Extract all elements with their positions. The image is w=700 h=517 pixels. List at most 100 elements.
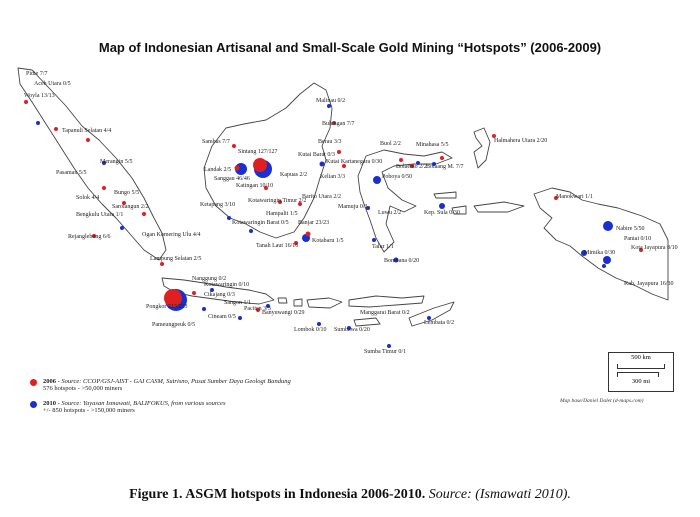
- hotspot-2010: [603, 221, 613, 231]
- bali-coast: [277, 297, 288, 304]
- hotspot-2006: [639, 248, 643, 252]
- seram-coast: [473, 201, 525, 213]
- place-label: Manokwari 1/1: [556, 194, 593, 200]
- scale-bar-mi: [617, 372, 659, 377]
- place-label: Mamuju 0/3: [338, 204, 368, 210]
- hotspot-2006: [554, 196, 558, 200]
- place-label: Manggarai Barat 0/2: [360, 310, 410, 316]
- place-label: Rejanglebong 6/6: [68, 234, 111, 240]
- place-label: Kab. Jayapura 16/30: [624, 281, 674, 287]
- place-label: Banyuwangi 0/29: [262, 310, 305, 316]
- place-label: Lombok 0/10: [294, 327, 327, 333]
- lombok-coast: [293, 298, 303, 307]
- legend-entry-2006: 2006 - Source: CCOP/GSJ-AIST - GAI CASM,…: [30, 378, 330, 392]
- place-label: Aceh Utara 0/5: [34, 81, 71, 87]
- hotspot-2006: [102, 186, 106, 190]
- map-title: Map of Indonesian Artisanal and Small-Sc…: [98, 40, 602, 55]
- hotspot-2006: [192, 291, 196, 295]
- hotspot-2010: [581, 250, 587, 256]
- place-label: Sarolangun 2/2: [112, 204, 149, 210]
- scale-km: 500 km: [631, 354, 651, 361]
- place-label: Kutai Barat 0/3: [298, 152, 335, 158]
- sumba-coast: [353, 317, 381, 327]
- place-label: Kotawaringin 0/10: [204, 282, 249, 288]
- hotspot-2010: [327, 104, 331, 108]
- hotspot-2010: [266, 304, 270, 308]
- hotspot-2010: [373, 176, 381, 184]
- place-label: Nabire 5/50: [616, 226, 645, 232]
- place-label: Minahasa 5/5: [416, 142, 449, 148]
- hotspot-2006: [160, 262, 164, 266]
- place-label: Paniai 0/10: [624, 236, 651, 242]
- hotspot-2006: [92, 234, 96, 238]
- hotspot-2010: [227, 216, 231, 220]
- hotspot-2006: [86, 138, 90, 142]
- place-label: Solok 4/4: [76, 195, 99, 201]
- place-label: Tapanuli Selatan 4/4: [62, 128, 111, 134]
- place-label: Lampung Selatan 2/5: [150, 256, 201, 262]
- place-label: Sumba Timur 0/1: [364, 349, 406, 355]
- hotspot-2010: [427, 316, 431, 320]
- hotspot-2006: [122, 201, 126, 205]
- hotspots-2010: [36, 104, 613, 348]
- place-label: Bulungan 7/7: [322, 121, 355, 127]
- place-label: Kotawaringin Timur 2/2: [248, 198, 306, 204]
- figure-caption: Figure 1. ASGM hotspots in Indonesia 200…: [0, 487, 700, 503]
- place-label: Mimika 0/30: [584, 250, 615, 256]
- place-label: Bengkulu Utara 1/1: [76, 212, 123, 218]
- legend-dot-2006: [30, 379, 37, 386]
- hotspot-2010: [416, 161, 420, 165]
- place-label: Pasaman 5/5: [56, 170, 87, 176]
- scale-bar-km: [617, 364, 665, 369]
- place-label: Cikajang 0/3: [204, 292, 235, 298]
- place-label: Tanah Laut 16/16: [256, 243, 298, 249]
- hotspot-2006: [232, 144, 236, 148]
- place-label: Lembata 0/2: [424, 320, 454, 326]
- hotspot-2006: [142, 212, 146, 216]
- place-label: Ketapang 3/10: [200, 202, 235, 208]
- hotspot-2010: [249, 229, 253, 233]
- hotspot-2006: [492, 134, 496, 138]
- legend-detail-2010: +/- 850 hotspots - >150,000 miners: [43, 407, 135, 414]
- hotspot-2010: [120, 226, 124, 230]
- place-label: Sangon 1/1: [224, 300, 251, 306]
- legend-dot-2010: [30, 401, 37, 408]
- hotspot-2006: [164, 289, 182, 307]
- sulawesi-coast: [357, 149, 453, 253]
- halmahera-coast: [473, 127, 491, 169]
- hotspot-2010: [319, 161, 325, 167]
- flores-coast: [348, 295, 425, 308]
- legend-year-2006: 2006: [43, 378, 56, 385]
- place-label: Kep. Sula 0/30: [424, 210, 460, 216]
- place-label: Pameungpeuk 0/5: [152, 322, 195, 328]
- place-label: Landak 2/5: [204, 167, 231, 173]
- place-label: Cineam 0/5: [208, 314, 236, 320]
- indonesia-map: Pidie 7/7 Aceh Utara 0/5 Woyla 13/13 Tap…: [17, 67, 678, 355]
- place-label: Barito Utara 2/2: [302, 194, 341, 200]
- map-frame: Pidie 7/7 Aceh Utara 0/5 Woyla 13/13 Tap…: [4, 28, 696, 476]
- place-label: Katingan 10/10: [236, 183, 273, 189]
- hotspot-2010: [387, 344, 391, 348]
- sumbawa-coast: [306, 297, 343, 309]
- hotspot-2010: [102, 161, 106, 165]
- map-credit: Map base/Daniel Dalet (d-maps.com): [560, 398, 644, 404]
- place-label: Halmahera Utara 2/20: [494, 138, 547, 144]
- place-label: Sintang 127/127: [238, 149, 278, 155]
- place-label: Kotabaru 1/5: [312, 238, 344, 244]
- scale-bar: 500 km 300 mi: [608, 352, 674, 392]
- hotspot-2010: [202, 307, 206, 311]
- hotspot-2006: [234, 165, 240, 171]
- hotspots-2006: [24, 100, 643, 312]
- hotspot-2006: [440, 156, 444, 160]
- legend: 2006 - Source: CCOP/GSJ-AIST - GAI CASM,…: [30, 378, 330, 422]
- hotspot-2006: [305, 231, 311, 237]
- place-label: Sanggau 46/46: [214, 176, 250, 182]
- legend-entry-2010: 2010 - Source: Yayasan Ismawati, BALIFOK…: [30, 400, 330, 414]
- place-label: Buol 2/2: [380, 141, 401, 147]
- scale-mi: 300 mi: [631, 378, 651, 385]
- place-label: Bungo 5/5: [114, 190, 139, 196]
- place-label: Kapuas 2/2: [280, 172, 307, 178]
- place-label: Bombana 0/20: [384, 258, 419, 264]
- hotspot-2010: [603, 256, 611, 264]
- place-label: Merangin 5/5: [100, 159, 133, 165]
